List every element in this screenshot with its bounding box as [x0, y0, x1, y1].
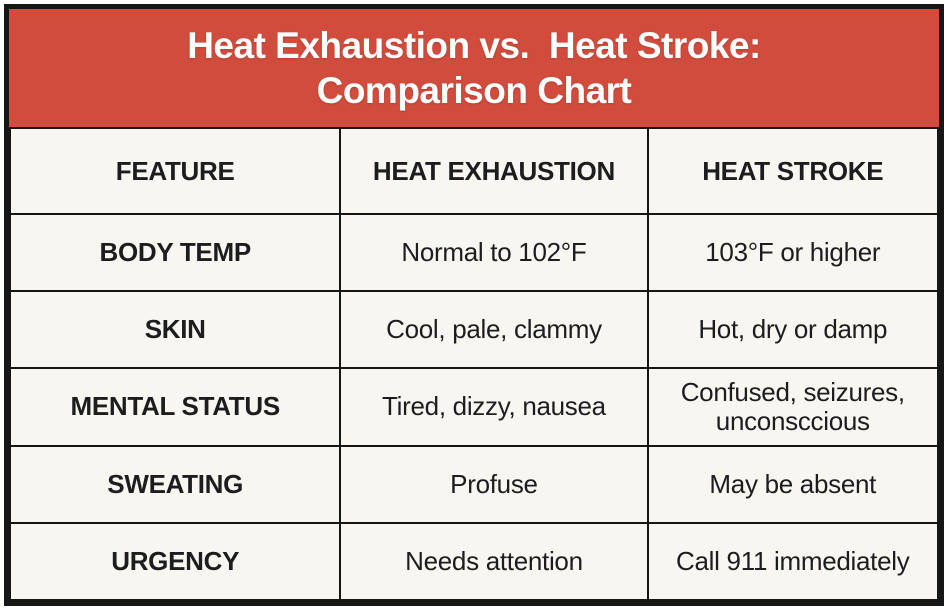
- chart-title-line-1: Heat Exhaustion vs. Heat Stroke:: [187, 25, 761, 66]
- table-row: SKIN Cool, pale, clammy Hot, dry or damp: [8, 290, 940, 370]
- feature-cell: MENTAL STATUS: [8, 367, 342, 447]
- heat-exhaustion-cell: Cool, pale, clammy: [339, 290, 649, 370]
- heat-exhaustion-cell: Profuse: [339, 444, 649, 524]
- table-row: BODY TEMP Normal to 102°F 103°F or highe…: [8, 212, 940, 293]
- table-header-row: FEATURE HEAT EXHAUSTION HEAT STROKE: [8, 127, 940, 215]
- feature-cell: BODY TEMP: [8, 212, 342, 293]
- heat-exhaustion-cell: Needs attention: [339, 521, 649, 602]
- column-header-heat-stroke: HEAT STROKE: [646, 127, 940, 215]
- heat-stroke-cell: Hot, dry or damp: [646, 290, 940, 370]
- heat-stroke-cell: May be absent: [646, 444, 940, 524]
- column-header-feature: FEATURE: [8, 127, 342, 215]
- comparison-chart-board: Heat Exhaustion vs. Heat Stroke: Compari…: [4, 4, 944, 606]
- table-row: SWEATING Profuse May be absent: [8, 444, 940, 524]
- feature-cell: SKIN: [8, 290, 342, 370]
- comparison-table: FEATURE HEAT EXHAUSTION HEAT STROKE BODY…: [8, 127, 940, 602]
- heat-exhaustion-cell: Normal to 102°F: [339, 212, 649, 293]
- table-row: URGENCY Needs attention Call 911 immedia…: [8, 521, 940, 602]
- feature-cell: URGENCY: [8, 521, 342, 602]
- table-body: BODY TEMP Normal to 102°F 103°F or highe…: [8, 212, 940, 602]
- column-header-heat-exhaustion: HEAT EXHAUSTION: [339, 127, 649, 215]
- heat-stroke-cell: Confused, seizures, unconsccious: [646, 367, 940, 447]
- heat-stroke-cell: 103°F or higher: [646, 212, 940, 293]
- chart-title-banner: Heat Exhaustion vs. Heat Stroke: Compari…: [9, 9, 939, 127]
- chart-title-line-2: Comparison Chart: [316, 70, 632, 111]
- feature-cell: SWEATING: [8, 444, 342, 524]
- heat-exhaustion-cell: Tired, dizzy, nausea: [339, 367, 649, 447]
- table-row: MENTAL STATUS Tired, dizzy, nausea Confu…: [8, 367, 940, 447]
- heat-stroke-cell: Call 911 immediately: [646, 521, 940, 602]
